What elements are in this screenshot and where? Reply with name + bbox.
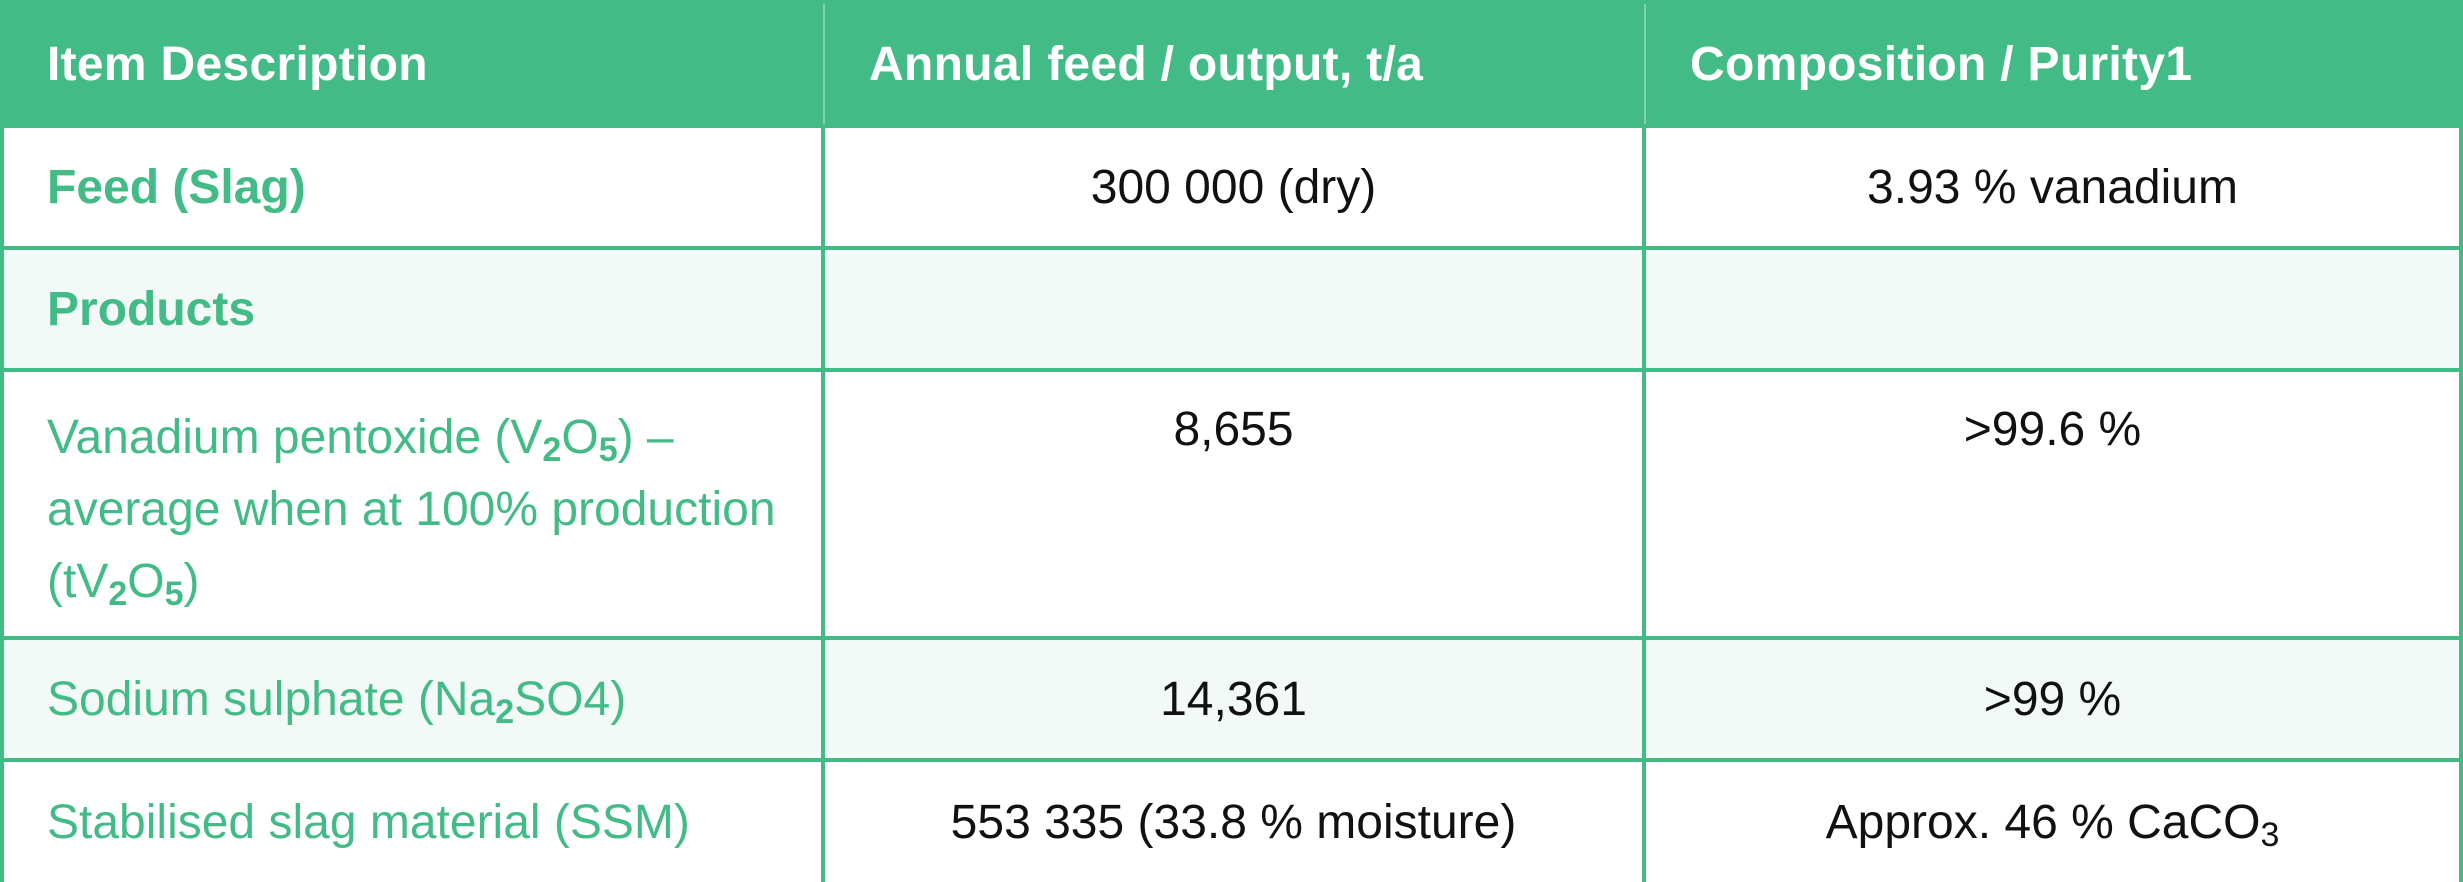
value-sodium-composition: >99 % xyxy=(1983,672,2122,726)
cell-feed-label: Feed (Slag) xyxy=(4,128,825,246)
cell-vanadium-label: Vanadium pentoxide (V2O5) – average when… xyxy=(4,372,825,636)
cell-sodium-annual: 14,361 xyxy=(825,640,1646,758)
ssm-composition-sub: 3 xyxy=(2260,815,2280,854)
value-ssm-composition: Approx. 46 % CaCO3 xyxy=(1825,795,2280,852)
vanadium-label-sub-4: 5 xyxy=(164,575,184,613)
cell-sodium-label: Sodium sulphate (Na2SO4) xyxy=(4,640,825,758)
vanadium-label-sub-1: 2 xyxy=(542,431,562,469)
sodium-label-part-a: Sodium sulphate (Na xyxy=(47,672,496,726)
header-annual-feed-output: Annual feed / output, t/a xyxy=(869,37,1424,91)
header-cell-item: Item Description xyxy=(4,4,825,124)
row-label-products: Products xyxy=(47,282,256,336)
vanadium-label-sub-2: 5 xyxy=(598,431,618,469)
value-ssm-annual: 553 335 (33.8 % moisture) xyxy=(950,795,1517,849)
sodium-label-part-b: SO4) xyxy=(514,672,627,726)
table-header-row: Item Description Annual feed / output, t… xyxy=(4,4,2459,128)
cell-products-annual xyxy=(825,250,1646,368)
cell-ssm-annual: 553 335 (33.8 % moisture) xyxy=(825,762,1646,882)
header-cell-annual: Annual feed / output, t/a xyxy=(825,4,1646,124)
vanadium-label-part-d: O xyxy=(127,555,165,608)
row-label-sodium: Sodium sulphate (Na2SO4) xyxy=(47,672,627,729)
row-label-feed: Feed (Slag) xyxy=(47,160,306,214)
cell-feed-composition: 3.93 % vanadium xyxy=(1646,128,2459,246)
vanadium-label-part-e: ) xyxy=(183,555,200,608)
value-vanadium-annual: 8,655 xyxy=(1173,403,1294,456)
header-cell-composition: Composition / Purity1 xyxy=(1646,4,2459,124)
table-row-products: Products xyxy=(4,250,2459,372)
table-row-vanadium-pentoxide: Vanadium pentoxide (V2O5) – average when… xyxy=(4,372,2459,640)
cell-products-composition xyxy=(1646,250,2459,368)
cell-vanadium-composition: >99.6 % xyxy=(1646,372,2459,636)
ssm-composition-part-a: Approx. 46 % CaCO xyxy=(1825,795,2261,849)
vanadium-label-part-b: O xyxy=(561,411,599,464)
sodium-label-sub: 2 xyxy=(495,692,515,731)
header-item-description: Item Description xyxy=(47,37,428,91)
vanadium-label-sub-3: 2 xyxy=(108,575,128,613)
vanadium-label-part-c: ) – average when at 100% production (tV xyxy=(47,411,776,608)
table-row-feed: Feed (Slag) 300 000 (dry) 3.93 % vanadiu… xyxy=(4,128,2459,250)
table-row-stabilised-slag: Stabilised slag material (SSM) 553 335 (… xyxy=(4,762,2459,882)
cell-products-label: Products xyxy=(4,250,825,368)
cell-vanadium-annual: 8,655 xyxy=(825,372,1646,636)
header-composition-purity: Composition / Purity1 xyxy=(1690,37,2193,91)
value-feed-annual: 300 000 (dry) xyxy=(1090,160,1377,214)
cell-feed-annual: 300 000 (dry) xyxy=(825,128,1646,246)
cell-ssm-label: Stabilised slag material (SSM) xyxy=(4,762,825,882)
table-row-sodium-sulphate: Sodium sulphate (Na2SO4) 14,361 >99 % xyxy=(4,640,2459,762)
row-label-vanadium: Vanadium pentoxide (V2O5) – average when… xyxy=(47,402,787,618)
value-vanadium-composition: >99.6 % xyxy=(1963,403,2142,456)
cell-sodium-composition: >99 % xyxy=(1646,640,2459,758)
vanadium-label-part-a: Vanadium pentoxide (V xyxy=(47,411,543,464)
row-label-ssm: Stabilised slag material (SSM) xyxy=(47,795,690,849)
value-sodium-annual: 14,361 xyxy=(1160,672,1307,726)
cell-ssm-composition: Approx. 46 % CaCO3 xyxy=(1646,762,2459,882)
value-feed-composition: 3.93 % vanadium xyxy=(1867,160,2238,214)
